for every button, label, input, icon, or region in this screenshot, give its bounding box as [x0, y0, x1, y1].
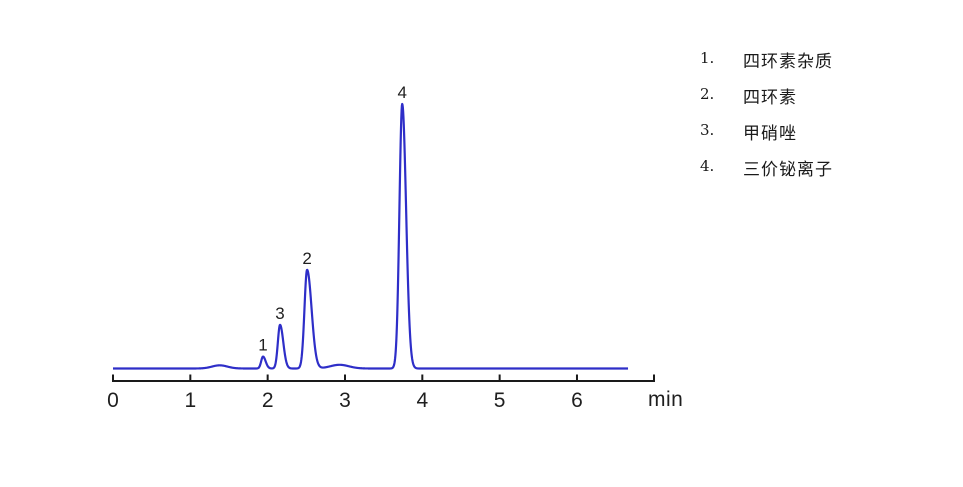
x-tick-label-3: 3	[339, 389, 351, 412]
legend-item-3: 3. 甲硝唑	[700, 119, 940, 155]
legend-item-2: 2. 四环素	[700, 83, 940, 119]
legend-item-name: 三价铋离子	[743, 160, 833, 180]
x-tick-label-5: 5	[494, 389, 506, 412]
x-tick-label-2: 2	[262, 389, 274, 412]
trace-line	[112, 102, 629, 370]
legend-item-4: 4. 三价铋离子	[700, 155, 940, 191]
peak-label-4: 4	[397, 83, 406, 102]
x-tick-label-4: 4	[416, 389, 428, 412]
legend-item-number: 1.	[700, 49, 715, 67]
legend-item-name: 四环素	[743, 88, 797, 108]
peak-label-3: 3	[275, 304, 284, 323]
peak-label-2: 2	[302, 249, 311, 268]
legend-item-1: 1. 四环素杂质	[700, 47, 940, 83]
legend-item-name: 甲硝唑	[743, 124, 797, 144]
x-tick-label-0: 0	[107, 389, 119, 412]
x-tick-label-1: 1	[184, 389, 196, 412]
legend-item-name: 四环素杂质	[743, 52, 833, 72]
legend-item-number: 3.	[700, 121, 715, 139]
legend-item-number: 2.	[700, 85, 715, 103]
legend-item-number: 4.	[700, 157, 715, 175]
peak-label-1: 1	[258, 336, 267, 355]
x-axis-unit-label: min	[648, 388, 684, 411]
peak-legend: 1. 四环素杂质 2. 四环素 3. 甲硝唑 4. 三价铋离子	[700, 47, 940, 191]
x-tick-label-6: 6	[571, 389, 583, 412]
